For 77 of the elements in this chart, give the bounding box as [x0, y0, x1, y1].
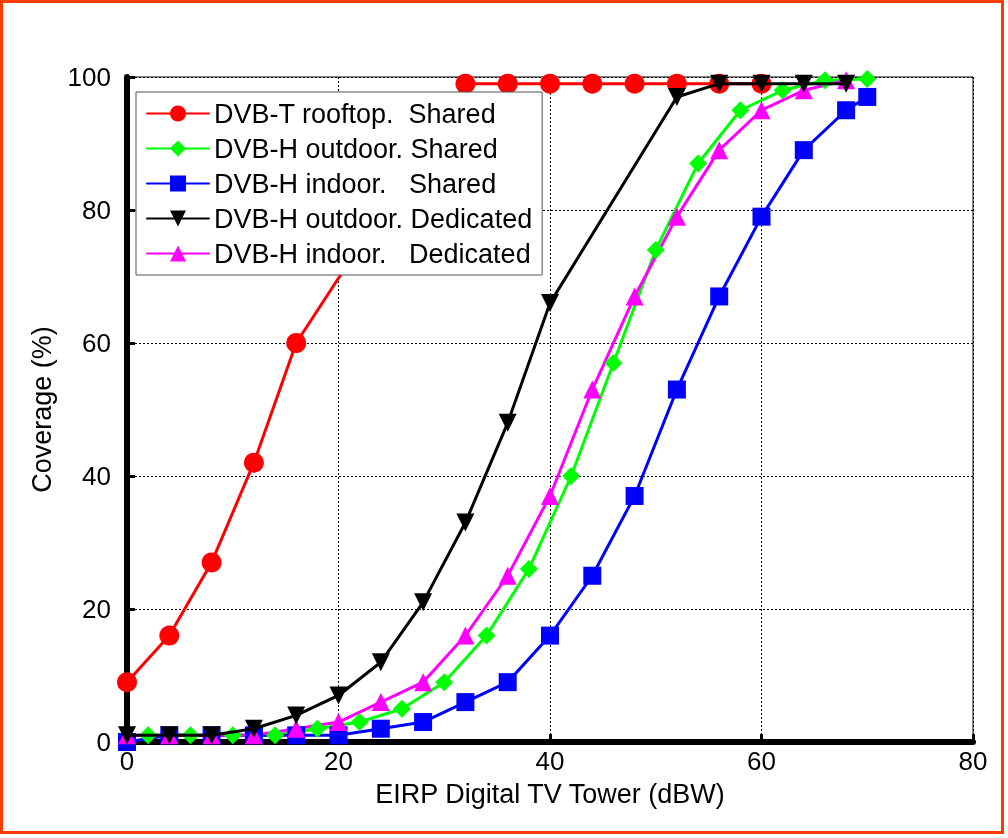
point — [689, 154, 708, 173]
point — [752, 207, 771, 226]
point — [243, 452, 264, 473]
point — [858, 70, 877, 88]
point — [371, 719, 390, 738]
point — [794, 141, 813, 160]
point — [456, 513, 475, 532]
x-tick-label: 80 — [958, 746, 988, 776]
x-tick-label: 40 — [535, 746, 565, 776]
y-axis-title: Coverage (%) — [26, 326, 57, 493]
y-tick-label: 20 — [82, 594, 111, 624]
point — [266, 726, 285, 745]
point — [540, 73, 560, 94]
y-tick-label: 80 — [82, 195, 111, 225]
point — [583, 566, 602, 585]
point — [286, 333, 307, 353]
point — [498, 673, 517, 692]
point — [710, 287, 729, 306]
x-axis-title: EIRP Digital TV Tower (dBW) — [375, 778, 725, 809]
legend-label: DVB-H indoor. Dedicated — [214, 238, 531, 269]
point — [477, 626, 496, 645]
legend-label: DVB-H outdoor. Shared — [214, 133, 498, 164]
point — [752, 101, 771, 120]
point — [244, 719, 263, 738]
point — [371, 653, 390, 672]
x-tick-label: 20 — [324, 746, 353, 776]
point — [837, 101, 856, 120]
y-tick-label: 60 — [82, 328, 111, 358]
legend-label: DVB-H indoor. Shared — [214, 168, 497, 199]
point — [414, 593, 433, 612]
point — [308, 719, 327, 738]
point — [624, 73, 645, 94]
point — [498, 413, 517, 432]
point — [201, 552, 222, 573]
point — [497, 73, 518, 94]
point — [329, 686, 348, 705]
x-tick-label: 60 — [747, 746, 776, 776]
point — [667, 380, 686, 399]
point — [794, 74, 813, 93]
point — [455, 73, 476, 94]
point — [773, 81, 792, 100]
point — [625, 486, 644, 505]
point — [159, 625, 180, 646]
point — [498, 566, 517, 585]
point — [456, 693, 475, 712]
point — [604, 353, 623, 372]
point — [710, 141, 729, 160]
point — [117, 672, 137, 693]
point — [541, 294, 559, 313]
point — [667, 207, 686, 226]
point — [287, 719, 306, 738]
x-tick-label: 0 — [119, 746, 135, 776]
point — [667, 87, 686, 106]
y-tick-label: 0 — [96, 727, 111, 757]
point — [371, 693, 390, 712]
point — [541, 486, 559, 505]
y-tick-label: 100 — [67, 62, 111, 92]
point — [392, 699, 411, 718]
point — [541, 626, 559, 645]
point — [858, 87, 877, 106]
point — [350, 713, 369, 732]
point — [414, 713, 433, 732]
point — [625, 287, 644, 306]
legend-label: DVB-H outdoor. Dedicated — [214, 203, 533, 234]
point — [519, 560, 538, 579]
point — [646, 240, 665, 259]
point — [583, 380, 602, 399]
point — [456, 626, 475, 645]
point — [731, 101, 750, 120]
y-tick-label: 40 — [82, 461, 111, 491]
point — [414, 673, 433, 692]
legend-label: DVB-T rooftop. Shared — [214, 98, 496, 129]
point — [287, 706, 306, 725]
point — [329, 713, 348, 732]
point — [435, 673, 454, 692]
point — [562, 467, 581, 485]
point — [582, 73, 603, 94]
